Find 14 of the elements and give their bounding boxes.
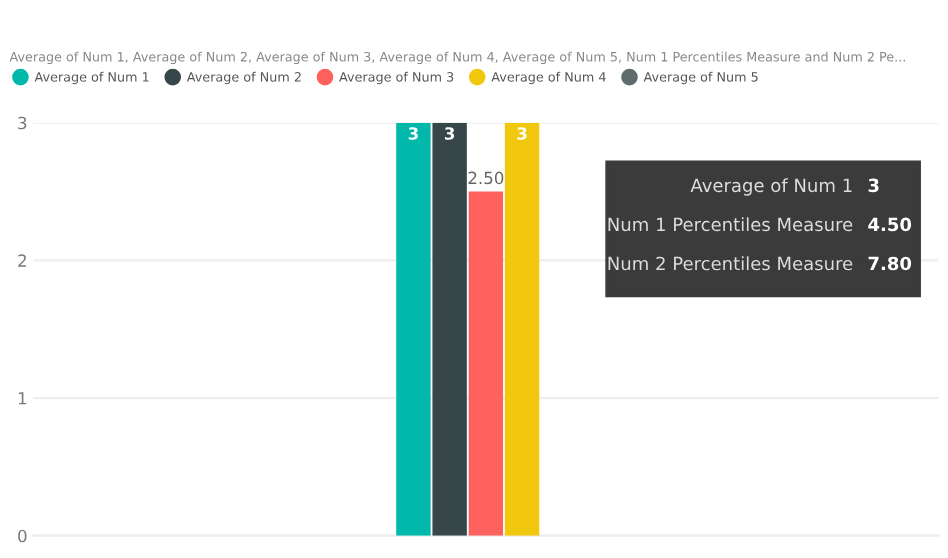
annotation: Num 1 Percentiles Measure: [608, 217, 853, 232]
y-tick-label: 3: [18, 116, 27, 130]
data-label: 3: [444, 127, 455, 140]
annotation: 4.50: [868, 217, 912, 232]
data-label: 3: [517, 127, 527, 140]
data-label: 3: [408, 127, 418, 140]
y-tick-label: 0: [18, 529, 27, 543]
y-tick-label: 2: [18, 254, 26, 267]
annotation: 7.80: [868, 256, 912, 271]
annotation: Average of Num 1: [690, 178, 852, 196]
annotation: 3: [868, 178, 879, 193]
y-tick-label: 1: [18, 392, 27, 405]
data-label: 2.50: [468, 171, 504, 185]
annotation: Num 2 Percentiles Measure: [608, 256, 853, 271]
